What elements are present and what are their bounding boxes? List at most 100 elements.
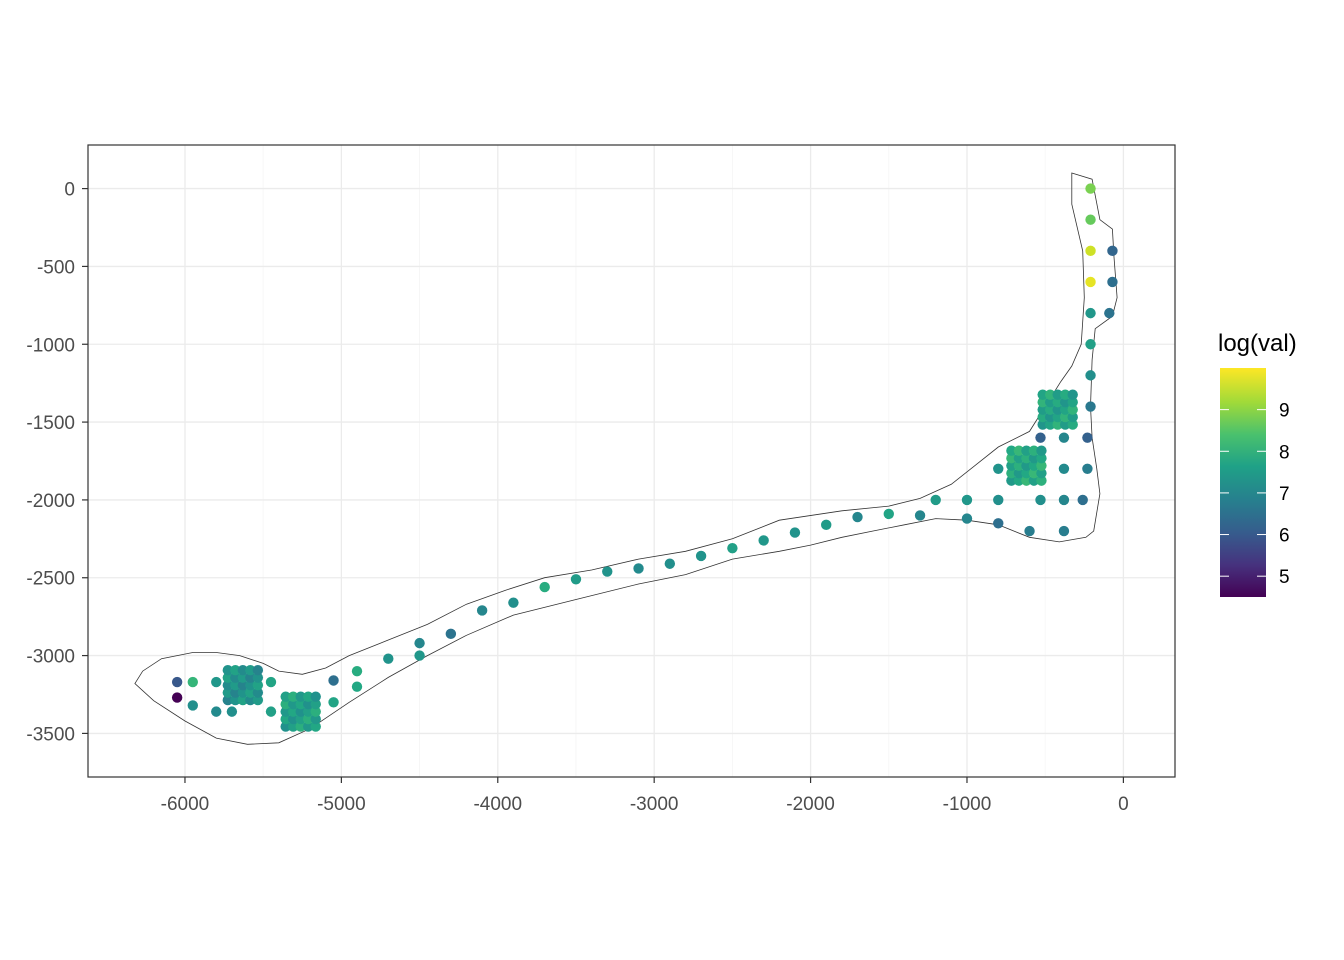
- cluster-point: [303, 713, 314, 725]
- cluster-point: [280, 713, 291, 725]
- data-point: [1082, 463, 1093, 474]
- data-point: [351, 681, 363, 692]
- cluster-point: [303, 721, 314, 732]
- data-point: [265, 676, 277, 688]
- cluster-point: [310, 691, 321, 702]
- y-tick-label: -1500: [26, 413, 75, 434]
- cluster-point: [245, 665, 256, 676]
- data-point: [1085, 370, 1096, 381]
- cluster-point: [295, 698, 306, 710]
- cluster-point: [1052, 404, 1063, 415]
- data-point: [1058, 494, 1070, 506]
- data-point: [1104, 307, 1115, 319]
- data-point: [539, 581, 550, 593]
- data-point: [1107, 245, 1118, 257]
- plot-panel-border: [87, 144, 1176, 778]
- data-point: [570, 574, 582, 585]
- cluster-point: [1060, 404, 1071, 415]
- cluster-point: [1067, 404, 1078, 415]
- cluster-point: [310, 706, 321, 717]
- cluster-point: [252, 694, 264, 706]
- data-point: [414, 650, 425, 661]
- data-point: [1035, 432, 1046, 443]
- cluster-point: [303, 706, 314, 717]
- cluster-point: [237, 665, 249, 676]
- cluster-point: [1028, 467, 1040, 479]
- cluster-point: [288, 691, 299, 702]
- cluster-point: [1067, 396, 1078, 408]
- data-point: [445, 628, 457, 639]
- y-tick-label: -500: [37, 257, 75, 278]
- data-point: [1085, 401, 1096, 412]
- data-point: [1058, 463, 1070, 474]
- cluster-point: [222, 672, 234, 683]
- cluster-point: [1037, 404, 1048, 415]
- cluster-point: [1028, 445, 1040, 456]
- data-point: [1107, 276, 1118, 288]
- cluster-point: [237, 694, 249, 706]
- colorbar-tick-label: 9: [1279, 401, 1290, 422]
- cluster-point: [1044, 419, 1056, 430]
- cluster-point: [280, 721, 291, 732]
- data-point: [961, 513, 973, 524]
- data-points: [171, 183, 1118, 732]
- data-point: [602, 566, 613, 577]
- cluster-point: [230, 679, 241, 691]
- cluster-point: [303, 698, 314, 710]
- colorbar-tick-label: 8: [1279, 442, 1290, 463]
- grid-lines: [88, 145, 1175, 777]
- cluster-point: [1021, 445, 1032, 456]
- data-point: [508, 597, 519, 608]
- x-tick-label: -5000: [317, 794, 366, 815]
- y-tick-label: 0: [64, 180, 75, 201]
- cluster-point: [1028, 475, 1040, 486]
- cluster-point: [1037, 411, 1048, 423]
- cluster-point: [230, 687, 241, 698]
- cluster-point: [237, 679, 249, 691]
- cluster-point: [1052, 411, 1063, 423]
- cluster-point: [280, 706, 291, 717]
- cluster-point: [1067, 419, 1078, 430]
- y-tick-label: -1000: [26, 335, 75, 356]
- cluster-point: [1036, 460, 1047, 471]
- cluster-point: [1013, 445, 1025, 456]
- cluster-point: [1037, 419, 1048, 430]
- cluster-point: [1021, 452, 1032, 464]
- cluster-point: [1021, 475, 1032, 486]
- cluster-point: [1006, 452, 1017, 464]
- data-point: [664, 558, 676, 569]
- cluster-point: [237, 687, 249, 698]
- x-tick-label: -4000: [473, 794, 522, 815]
- data-point: [1085, 245, 1096, 257]
- outline-path: [134, 172, 1118, 745]
- cluster-point: [245, 679, 256, 691]
- cluster-point: [245, 672, 256, 683]
- cluster-point: [252, 665, 264, 676]
- data-point: [930, 494, 941, 506]
- cluster-point: [310, 698, 321, 710]
- data-point: [914, 510, 926, 521]
- data-point: [1077, 494, 1088, 506]
- data-point: [328, 697, 339, 708]
- data-point: [993, 463, 1004, 474]
- data-point: [821, 519, 832, 531]
- axes: -6000 -5000 -4000 -3000 -2000 -1000 0 0 -500 -100…: [26, 180, 1128, 815]
- cluster-point: [295, 721, 306, 732]
- data-point: [633, 563, 644, 574]
- plot-panel-background: [88, 145, 1175, 777]
- cluster-point: [310, 721, 321, 732]
- data-point: [351, 665, 363, 677]
- data-point: [226, 706, 238, 717]
- colorbar-tick-label: 6: [1279, 526, 1290, 547]
- cluster-point: [1036, 467, 1047, 479]
- data-point: [1085, 339, 1096, 350]
- cluster-point: [252, 672, 264, 683]
- cluster-point: [1037, 396, 1048, 408]
- cluster-point: [1006, 467, 1017, 479]
- cluster-point: [1037, 389, 1048, 400]
- data-point: [1058, 525, 1070, 537]
- cluster-point: [230, 694, 241, 706]
- cluster-point: [288, 713, 299, 725]
- cluster-point: [1013, 460, 1025, 471]
